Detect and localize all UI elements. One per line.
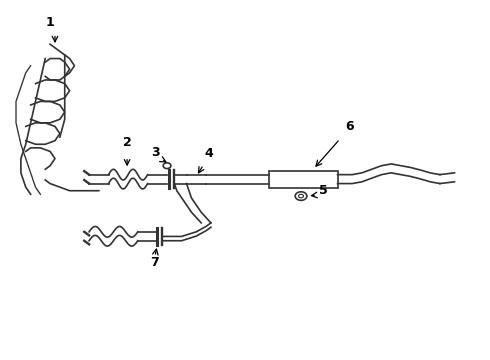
Text: 1: 1 bbox=[46, 17, 54, 30]
Text: 5: 5 bbox=[318, 184, 327, 197]
Text: 3: 3 bbox=[151, 146, 160, 159]
Text: 6: 6 bbox=[345, 120, 354, 133]
Text: 7: 7 bbox=[150, 256, 159, 269]
Text: 2: 2 bbox=[122, 136, 131, 149]
Text: 4: 4 bbox=[204, 147, 213, 160]
